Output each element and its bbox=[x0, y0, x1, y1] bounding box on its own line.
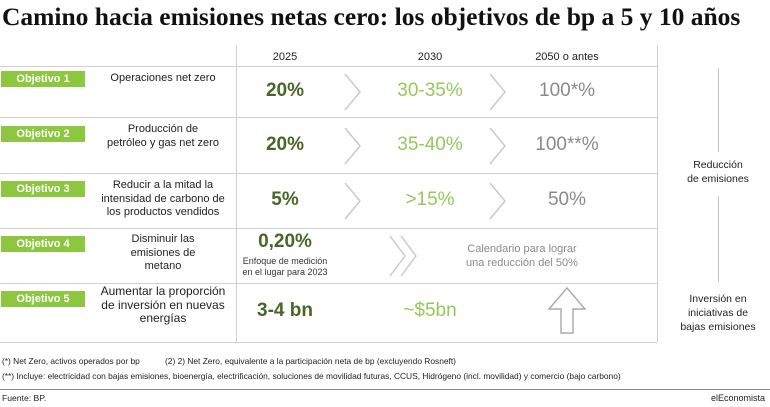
column-divider bbox=[657, 45, 658, 342]
row-divider bbox=[0, 117, 657, 118]
footnote: (*) Net Zero, activos operados por bp bbox=[2, 356, 140, 366]
row-divider bbox=[0, 228, 657, 229]
objective-description: Reducir a la mitad la intensidad de carb… bbox=[90, 179, 236, 220]
description-line: los productos vendidos bbox=[106, 206, 220, 218]
row-divider bbox=[0, 283, 657, 284]
group-label-line: de emisiones bbox=[687, 172, 749, 185]
group-bracket-line bbox=[718, 196, 719, 282]
row-divider bbox=[0, 342, 657, 343]
value-2025: 0,20% bbox=[258, 231, 312, 252]
chevron-right-icon bbox=[344, 182, 361, 220]
value-2030: >15% bbox=[405, 189, 455, 210]
footnote: (2) 2) Net Zero, equivalente a la partic… bbox=[165, 356, 456, 366]
group-label-line: Reducción bbox=[693, 159, 743, 171]
arrow-up-icon bbox=[547, 286, 587, 334]
group-label-line: Inversión en bbox=[689, 293, 747, 305]
later-target-text: Calendario para lograr una reducción del… bbox=[422, 242, 622, 270]
value-2050: 50% bbox=[547, 189, 587, 210]
footer-divider bbox=[0, 389, 770, 390]
later-target-line: una reducción del 50% bbox=[466, 257, 578, 269]
description-line: metano bbox=[144, 260, 182, 272]
group-label-investment: Inversión en iniciativas de bajas emisio… bbox=[668, 293, 768, 334]
value-2030: 30-35% bbox=[397, 80, 463, 101]
column-header-2050: 2050 o antes bbox=[535, 51, 599, 63]
chevron-right-icon bbox=[489, 73, 506, 111]
column-header-2030: 2030 bbox=[417, 51, 443, 63]
description-line: Reducir a la mitad la bbox=[112, 179, 214, 191]
description-line: de inversión en nuevas bbox=[101, 297, 225, 312]
description-line: petróleo y gas net zero bbox=[107, 136, 219, 149]
column-divider bbox=[236, 45, 237, 342]
group-label-reduction: Reducción de emisiones bbox=[668, 159, 768, 187]
value-2025: 20% bbox=[265, 134, 305, 155]
objective-description: Aumentar la proporción de inversión en n… bbox=[90, 284, 236, 326]
source-credit: Fuente: BP. bbox=[2, 393, 47, 403]
objective-description: Disminuir las emisiones de metano bbox=[90, 233, 236, 274]
value-2050: 100**% bbox=[535, 134, 599, 155]
objective-badge: Objetivo 4 bbox=[1, 236, 85, 252]
value-note: Enfoque de medición en el lugar para 202… bbox=[225, 256, 345, 278]
chevron-right-icon bbox=[344, 73, 361, 111]
value-note-line: Enfoque de medición bbox=[242, 256, 328, 266]
description-line: Aumentar la proporción bbox=[100, 284, 226, 298]
objective-description: Operaciones net zero bbox=[90, 72, 236, 86]
infographic-title: Camino hacia emisiones netas cero: los o… bbox=[2, 2, 741, 31]
description-line: intensidad de carbono de bbox=[101, 192, 225, 205]
value-2050: 100*% bbox=[539, 80, 595, 101]
value-2025: 5% bbox=[271, 189, 299, 210]
double-chevron-right-icon bbox=[389, 235, 417, 277]
group-bracket-line bbox=[718, 68, 719, 152]
description-line: energías bbox=[139, 311, 187, 325]
description-line: Disminuir las bbox=[131, 233, 195, 245]
chevron-right-icon bbox=[344, 127, 361, 165]
later-target-line: Calendario para lograr bbox=[467, 243, 577, 255]
chevron-right-icon bbox=[489, 127, 506, 165]
objective-badge: Objetivo 2 bbox=[1, 126, 85, 142]
description-line: Producción de bbox=[127, 123, 199, 135]
objective-badge: Objetivo 1 bbox=[1, 71, 85, 87]
objective-badge: Objetivo 3 bbox=[1, 181, 85, 197]
objective-badge: Objetivo 5 bbox=[1, 291, 85, 307]
column-header-2025: 2025 bbox=[272, 51, 298, 63]
row-divider bbox=[0, 66, 657, 67]
value-note-line: en el lugar para 2023 bbox=[242, 267, 328, 277]
row-divider bbox=[0, 173, 657, 174]
group-label-line: iniciativas de bbox=[687, 306, 749, 319]
group-label-line: bajas emisiones bbox=[680, 320, 756, 333]
footnote: (**) Incluye: electricidad con bajas emi… bbox=[2, 371, 621, 381]
description-line: Operaciones net zero bbox=[110, 72, 216, 84]
value-2025: 20% bbox=[265, 80, 305, 101]
chevron-right-icon bbox=[489, 182, 506, 220]
value-2030: 35-40% bbox=[397, 134, 463, 155]
description-line: emisiones de bbox=[130, 246, 196, 259]
objective-description: Producción de petróleo y gas net zero bbox=[90, 123, 236, 150]
value-2025: 3-4 bn bbox=[257, 300, 313, 321]
value-2030: ~$5bn bbox=[403, 300, 457, 321]
publisher-brand: elEconomista bbox=[710, 393, 765, 403]
